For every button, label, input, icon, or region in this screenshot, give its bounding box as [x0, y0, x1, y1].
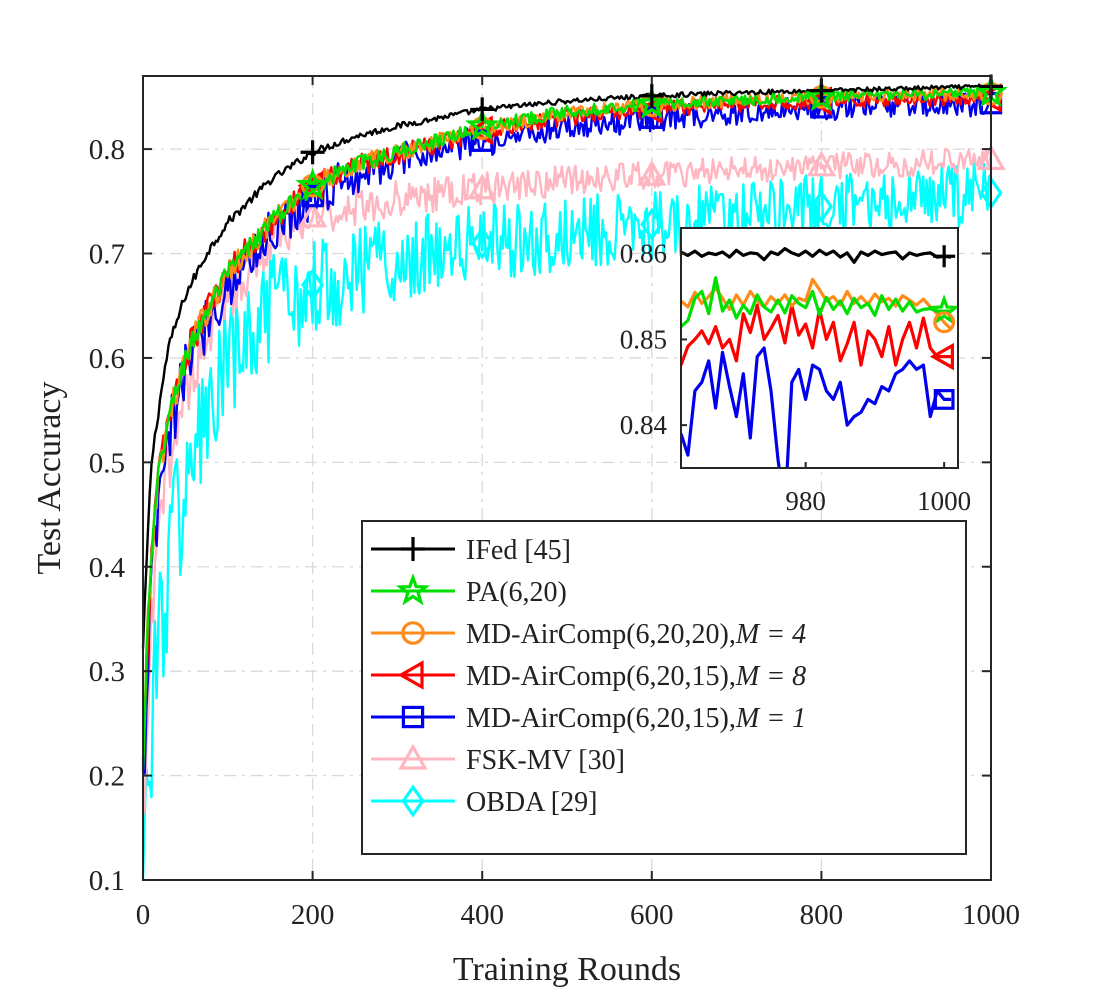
legend-swatch-marker — [401, 784, 425, 818]
inset-y-tick-label: 0.86 — [620, 239, 667, 269]
legend-label: OBDA [29] — [466, 787, 597, 818]
series-marker-fsk-mv-30 — [297, 201, 328, 228]
legend-swatch-marker — [398, 743, 428, 770]
legend-label-main: PA(6,20) — [466, 577, 567, 608]
y-axis-title: Test Accuracy — [31, 381, 68, 574]
inset-zoom-plot: 980 1000 0.84 0.85 0.86 — [620, 227, 971, 516]
y-tick-label: 0.4 — [89, 552, 126, 584]
inset-series-marker-ifed-45 — [933, 245, 956, 268]
series-marker-obda-29 — [640, 207, 664, 241]
y-tick-label: 0.2 — [89, 761, 125, 793]
inset-x-tick-label: 1000 — [917, 486, 971, 516]
legend-swatch-marker — [401, 705, 425, 729]
main-ticks: 0 200 400 600 800 1000 0.1 0.2 0.3 0.4 0.5 0.6 0.7 0.… — [89, 76, 1020, 931]
legend-swatch-marker — [401, 621, 425, 645]
series-marker-obda-29 — [470, 226, 494, 260]
legend-label-param: M = 1 — [735, 703, 806, 734]
series-marker-obda-29 — [301, 268, 325, 302]
inset-x-tick-label: 980 — [785, 486, 826, 516]
legend-label: IFed [45] — [466, 535, 571, 566]
series-marker-fsk-mv-30 — [806, 150, 837, 177]
legend-label-main: MD-AirComp(6,20,15), — [466, 703, 736, 734]
legend-label-main: MD-AirComp(6,20,15), — [466, 661, 736, 692]
inset-series-line-md-aircomp-6-20-15-m-8 — [681, 303, 952, 367]
y-tick-label: 0.1 — [89, 865, 125, 897]
x-tick-label: 800 — [800, 899, 844, 931]
series-line-ifed-45 — [141, 83, 992, 649]
legend-label: PA(6,20) — [466, 577, 567, 608]
legend-label: FSK-MV [30] — [466, 745, 625, 776]
legend-label-param: M = 4 — [735, 619, 806, 650]
inset-background — [681, 228, 958, 468]
inset-series — [681, 245, 958, 468]
legend-label-main: OBDA [29] — [466, 787, 597, 818]
x-tick-label: 0 — [136, 899, 151, 931]
x-tick-label: 600 — [630, 899, 674, 931]
x-axis-title: Training Rounds — [453, 951, 681, 988]
legend: IFed [45]PA(6,20)MD-AirComp(6,20,20),M =… — [361, 520, 967, 855]
inset-series-marker-pa-6-20 — [928, 294, 958, 325]
series-marker-pa-6-20 — [465, 108, 500, 141]
legend-label: MD-AirComp(6,20,20),M = 4 — [466, 619, 806, 650]
series-marker-ifed-45 — [639, 83, 664, 108]
y-tick-label: 0.3 — [89, 656, 125, 688]
legend-box — [361, 520, 967, 855]
legend-item-md-aircomp-6-20-20-m-4: MD-AirComp(6,20,20),M = 4 — [371, 619, 806, 650]
legend-item-fsk-mv-30: FSK-MV [30] — [371, 743, 625, 776]
inset-series-marker-md-aircomp-6-20-20-m-4 — [933, 311, 956, 334]
x-tick-label: 1000 — [962, 899, 1020, 931]
inset-y-tick-label: 0.84 — [620, 410, 668, 440]
legend-item-md-aircomp-6-20-15-m-8: MD-AirComp(6,20,15),M = 8 — [371, 660, 806, 692]
legend-swatch-marker — [397, 660, 424, 690]
inset-series-line-md-aircomp-6-20-15-m-1 — [681, 346, 952, 468]
legend-swatch-marker — [401, 537, 425, 561]
inset-series-marker-md-aircomp-6-20-15-m-1 — [933, 389, 955, 410]
legend-label-main: IFed [45] — [466, 535, 571, 566]
legend-item-md-aircomp-6-20-15-m-1: MD-AirComp(6,20,15),M = 1 — [371, 703, 806, 734]
inset-series-line-pa-6-20 — [681, 276, 952, 328]
series-marker-pa-6-20 — [634, 86, 669, 119]
inset-series-marker-md-aircomp-6-20-15-m-8 — [929, 342, 954, 371]
main-axes-frame — [142, 75, 992, 881]
legend-label-param: M = 8 — [735, 661, 806, 692]
y-tick-label: 0.7 — [89, 239, 125, 271]
series-line-obda-29 — [141, 161, 992, 881]
x-tick-label: 200 — [291, 899, 335, 931]
legend-swatch-marker — [395, 573, 431, 606]
series-marker-fsk-mv-30 — [467, 173, 497, 200]
series-marker-pa-6-20 — [295, 167, 330, 201]
legend-item-obda-29: OBDA [29] — [371, 784, 597, 818]
series-marker-ifed-45 — [470, 97, 495, 122]
series-marker-obda-29 — [809, 189, 833, 224]
legend-label: MD-AirComp(6,20,15),M = 8 — [466, 661, 806, 692]
series-marker-ifed-45 — [300, 140, 325, 165]
legend-label-main: FSK-MV [30] — [466, 745, 625, 776]
inset-y-tick-label: 0.85 — [620, 324, 667, 354]
inset-ticks: 980 1000 0.84 0.85 0.86 — [620, 239, 971, 516]
legend-label: MD-AirComp(6,20,15),M = 1 — [466, 703, 806, 734]
legend-item-pa-6-20: PA(6,20) — [371, 573, 567, 608]
x-tick-label: 400 — [460, 899, 504, 931]
series-line-md-aircomp-6-20-15-m-1 — [141, 90, 993, 775]
series-marker-fsk-mv-30 — [637, 159, 667, 186]
inset-frame — [680, 227, 959, 469]
y-tick-label: 0.5 — [89, 447, 125, 479]
y-tick-label: 0.6 — [89, 343, 125, 375]
y-tick-label: 0.8 — [89, 134, 125, 166]
legend-item-ifed-45: IFed [45] — [371, 535, 571, 566]
series-line-pa-6-20 — [141, 86, 993, 771]
legend-label-main: MD-AirComp(6,20,20), — [466, 619, 736, 650]
inset-series-line-ifed-45 — [681, 247, 952, 264]
main-series — [141, 74, 1009, 881]
